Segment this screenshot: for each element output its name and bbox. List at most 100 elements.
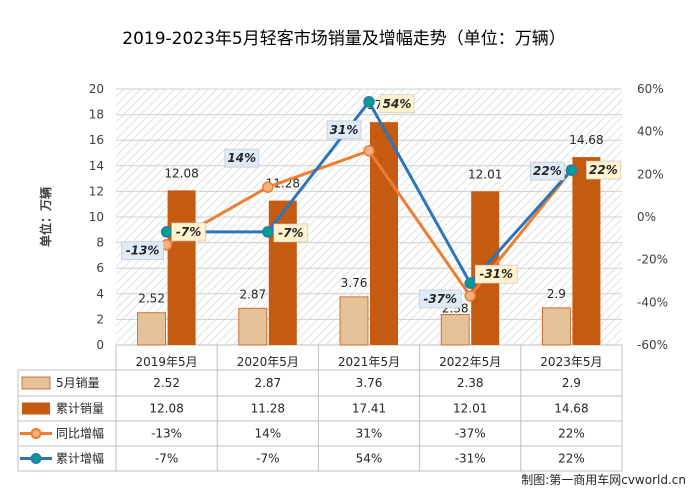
table-cell: -7%	[256, 452, 279, 466]
y-tick-label: 20	[89, 82, 104, 96]
legend-label: 累计增幅	[56, 451, 104, 466]
y-tick-label: 16	[89, 133, 104, 147]
cumulative-growth-label: -31%	[479, 267, 513, 281]
y-tick-label: 6	[96, 261, 104, 275]
x-tick-label: 2020年5月	[237, 355, 299, 369]
table-cell: 54%	[356, 452, 383, 466]
bar-may-sales	[440, 314, 470, 346]
yoy-growth-point	[363, 145, 375, 157]
cumulative-growth-label: 22%	[589, 163, 618, 177]
y2-tick-label: 40%	[637, 125, 664, 139]
table-cell: 2.87	[254, 376, 281, 390]
y-tick-label: 4	[96, 287, 104, 301]
legend-marker	[30, 428, 42, 439]
cumulative-growth-point	[262, 226, 274, 238]
yoy-growth-label: 14%	[227, 151, 256, 165]
y-tick-label: 18	[89, 108, 104, 122]
y2-tick-label: 20%	[637, 167, 664, 181]
cumulative-growth-point	[363, 96, 375, 108]
y2-tick-label: 0%	[637, 210, 656, 224]
cumulative-growth-label-box	[379, 94, 415, 114]
cumulative-growth-label: 54%	[383, 97, 412, 111]
yoy-growth-label-box	[121, 241, 164, 261]
y-tick-label: 8	[96, 236, 104, 250]
x-tick-label: 2021年5月	[338, 355, 400, 369]
y2-tick-label: -60%	[637, 338, 668, 352]
y2-tick-label: 60%	[637, 82, 664, 96]
cumulative-growth-label-box	[474, 264, 518, 284]
legend-label: 5月销量	[56, 376, 100, 390]
bar-value-label: 2.87	[239, 287, 266, 301]
yoy-growth-label: 22%	[533, 164, 562, 178]
yoy-growth-label: -37%	[423, 292, 457, 306]
bar-value-label: 12.08	[164, 166, 198, 180]
bar-cumulative-sales	[370, 122, 398, 345]
yoy-growth-point	[262, 181, 274, 193]
bar-may-sales	[137, 312, 167, 346]
y-tick-label: 12	[89, 184, 104, 198]
table-cell: 2.52	[153, 376, 180, 390]
y2-tick-label: -20%	[637, 253, 668, 267]
legend-swatch	[21, 376, 51, 390]
table-cell: 2.9	[562, 376, 581, 390]
bar-cumulative-sales	[167, 190, 196, 345]
bar-cumulative-sales	[572, 157, 601, 345]
cumulative-growth-point	[565, 164, 578, 176]
y-tick-label: 2	[96, 312, 104, 326]
legend-label: 同比增幅	[56, 426, 104, 441]
y-tick-label: 14	[89, 159, 104, 173]
bar-may-sales	[238, 307, 268, 346]
legend-swatch	[22, 402, 50, 415]
bar-value-label: 2.52	[138, 292, 165, 306]
yoy-growth-label-box	[224, 148, 260, 168]
table-cell: 22%	[558, 452, 585, 466]
x-tick-label: 2023年5月	[540, 355, 602, 369]
bar-value-label: 3.76	[341, 276, 368, 290]
bar-may-sales	[542, 307, 571, 346]
table-cell: 17.41	[352, 402, 386, 416]
table-cell: 11.28	[251, 402, 285, 416]
cumulative-growth-point	[464, 277, 476, 289]
table-cell: 14.68	[554, 402, 588, 416]
yoy-growth-label-box	[326, 120, 362, 140]
x-tick-label: 2022年5月	[439, 355, 501, 369]
y-tick-label: 10	[89, 210, 104, 224]
legend-label: 累计销量	[56, 402, 104, 416]
y-axis-label: 单位：万辆	[38, 187, 53, 247]
y2-tick-label: -40%	[637, 295, 668, 309]
table-cell: -31%	[455, 452, 486, 466]
y-tick-label: 0	[96, 338, 104, 352]
yoy-growth-label: -13%	[126, 244, 160, 258]
cumulative-growth-label: -7%	[176, 225, 201, 239]
table-cell: 3.76	[356, 376, 383, 390]
cumulative-growth-point	[160, 226, 173, 238]
table-cell: 12.08	[149, 402, 183, 416]
table-cell: 22%	[558, 427, 585, 441]
bar-cumulative-sales	[268, 200, 297, 345]
chart-title: 2019-2023年5月轻客市场销量及增幅走势（单位：万辆）	[122, 29, 565, 49]
bar-value-label: 2.9	[547, 287, 566, 301]
yoy-growth-label-box	[530, 161, 565, 181]
legend-marker	[30, 453, 42, 464]
table-cell: 12.01	[453, 402, 487, 416]
table-cell: 31%	[356, 427, 383, 441]
cumulative-growth-label-box	[273, 223, 309, 243]
cumulative-growth-label-box	[586, 160, 621, 180]
bar-may-sales	[339, 296, 369, 346]
table-cell: -37%	[455, 427, 486, 441]
yoy-growth-point	[464, 290, 476, 302]
x-tick-label: 2019年5月	[136, 355, 198, 369]
table-cell: 14%	[254, 427, 281, 441]
table-cell: -7%	[155, 452, 178, 466]
cumulative-growth-label: -7%	[278, 226, 303, 240]
yoy-growth-label-box	[418, 289, 462, 309]
cumulative-growth-label-box	[171, 222, 206, 242]
bar-value-label: 12.01	[468, 167, 502, 181]
yoy-growth-label: 31%	[330, 123, 359, 137]
credit-text: 制图:第一商用车网cvworld.cn	[521, 472, 686, 487]
bar-value-label: 14.68	[569, 133, 603, 147]
table-cell: -13%	[151, 427, 182, 441]
table-cell: 2.38	[457, 376, 484, 390]
